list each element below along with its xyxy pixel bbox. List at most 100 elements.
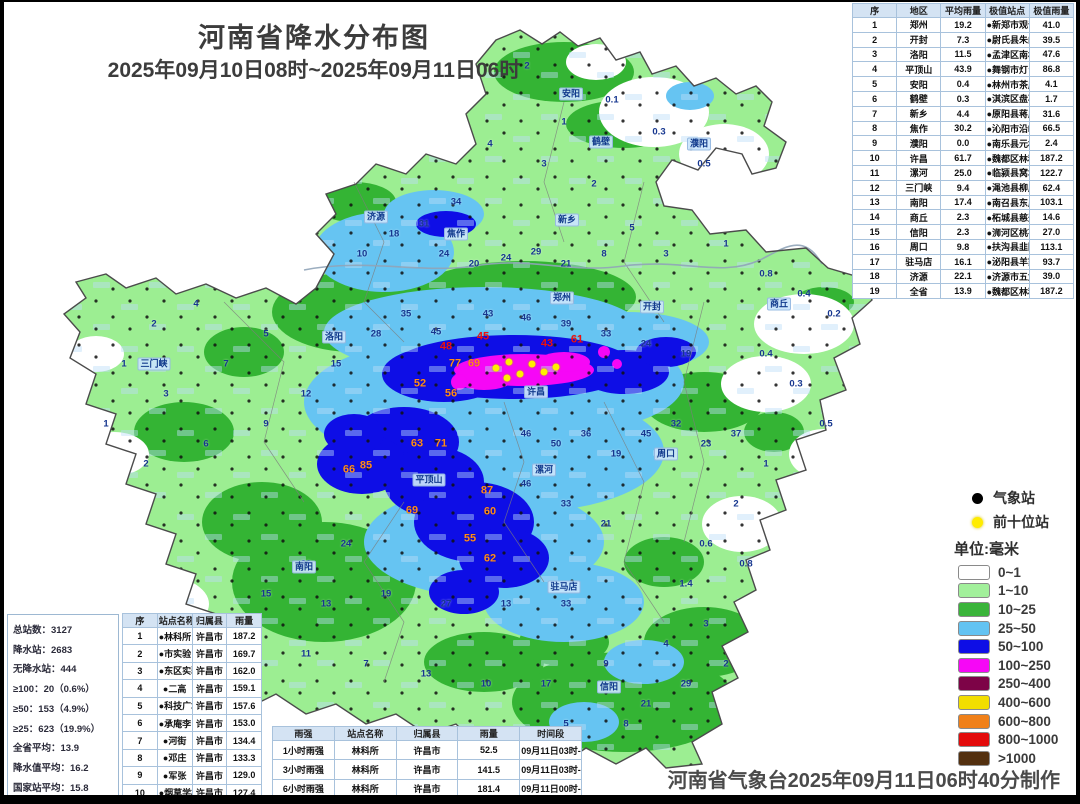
station-rainfall-value: 63 <box>410 437 424 450</box>
table-cell: 8 <box>122 748 158 768</box>
legend-bin-label: 600~800 <box>998 713 1051 729</box>
table-cell: 18 <box>851 268 898 285</box>
table-cell: ●承庵李 <box>156 713 193 733</box>
legend-bin: 250~400 <box>950 675 1076 694</box>
table-cell: 17.4 <box>940 194 986 211</box>
station-rainfall-value: 2 <box>591 178 597 190</box>
table-cell: ●烟草学校 <box>156 783 193 795</box>
table-cell: 5 <box>851 76 898 92</box>
column-header: 时间段 <box>519 726 582 741</box>
table-row: 4 ●二高 许昌市 159.1 <box>122 679 262 698</box>
legend-bin-label: 50~100 <box>998 639 1044 655</box>
station-rainfall-value: 31 <box>418 218 430 230</box>
station-rainfall-value: 43 <box>482 308 494 320</box>
city-label: 洛阳 <box>321 330 347 344</box>
station-rainfall-value: 7 <box>223 358 229 370</box>
city-label: 周口 <box>653 447 679 461</box>
table-cell: 157.6 <box>226 696 262 715</box>
station-rainfall-value: 39 <box>560 318 572 330</box>
table-cell: 14 <box>851 209 898 226</box>
table-cell: ●泌阳县羊家场 <box>984 253 1030 270</box>
column-header: 序 <box>122 613 158 628</box>
table-cell: 153.0 <box>226 713 262 733</box>
station-rainfall-value: 2 <box>143 458 149 470</box>
legend-bin-label: >1000 <box>998 750 1036 766</box>
table-cell: 2 <box>122 644 158 663</box>
station-rainfall-value: 48 <box>439 340 453 353</box>
station-rainfall-value: 0.4 <box>759 348 773 360</box>
station-rainfall-value: 0.1 <box>605 94 619 106</box>
table-cell: 17 <box>851 253 898 270</box>
station-rainfall-value: 32 <box>670 418 682 430</box>
station-rainfall-value: 33 <box>560 498 572 510</box>
station-rainfall-value: 13 <box>420 668 432 680</box>
table-cell: 全省 <box>896 283 942 300</box>
station-rainfall-value: 66 <box>342 463 356 476</box>
station-rainfall-value: 0.4 <box>797 288 811 300</box>
table-cell: 86.8 <box>1028 61 1075 78</box>
station-rainfall-value: 21 <box>600 518 612 530</box>
table-row: 1 ●林科所 许昌市 187.2 <box>122 626 262 646</box>
station-rainfall-value: 0.3 <box>652 126 666 138</box>
table-cell: 2 <box>851 31 898 48</box>
station-rainfall-value: 5 <box>563 718 569 730</box>
table-cell: 5 <box>122 696 158 715</box>
station-rainfall-value: 45 <box>640 428 652 440</box>
henan-precipitation-map <box>62 29 873 769</box>
table-cell: 郑州 <box>896 17 942 33</box>
table-cell: 162.0 <box>226 661 262 681</box>
station-rainfall-value: 1 <box>103 418 109 430</box>
column-header: 平均雨量 <box>940 3 986 18</box>
table-cell: 许昌 <box>896 150 942 166</box>
table-cell: 三门峡 <box>896 179 942 196</box>
table-cell: 19 <box>851 283 898 300</box>
stat-line: 降水站：2683 <box>13 644 73 656</box>
station-rainfall-value: 2 <box>524 60 530 72</box>
city-label: 济源 <box>363 210 389 224</box>
table-cell: ●渑池县柳庄 <box>984 179 1030 196</box>
station-rainfall-value: 19 <box>380 588 392 600</box>
station-rainfall-value: 1 <box>121 358 127 370</box>
table-cell: ●市实验 <box>156 644 193 663</box>
table-cell: 9.8 <box>940 238 986 255</box>
city-label: 三门峡 <box>137 357 171 371</box>
table-cell: 2.3 <box>940 209 986 226</box>
legend-unit-label: 单位:毫米 <box>954 541 1019 558</box>
table-cell: 9.4 <box>940 179 986 196</box>
rain-intensity-table: 雨强站点名称归属县雨量时间段1小时雨强林科所许昌市52.509月11日03时-0… <box>272 726 582 795</box>
top10-station-dot-icon <box>540 368 548 376</box>
city-label: 开封 <box>639 300 665 314</box>
station-rainfall-value: 19 <box>680 348 692 360</box>
table-cell: 187.2 <box>226 626 262 646</box>
table-cell: 平顶山 <box>896 61 942 78</box>
top10-station-table: 序站点名称 归属县 雨量 1 ●林科所 许昌市 187.2 2 ●市实验 许昌市 169.7 3 ●东区… <box>122 613 262 795</box>
table-cell: 许昌市 <box>191 661 228 681</box>
station-rainfall-value: 28 <box>370 328 382 340</box>
station-rainfall-value: 33 <box>600 328 612 340</box>
station-rainfall-value: 4 <box>663 638 669 650</box>
station-rainfall-value: 56 <box>444 387 458 400</box>
station-rainfall-value: 8 <box>623 718 629 730</box>
station-rainfall-value: 0.3 <box>789 378 803 390</box>
table-cell: 187.2 <box>1028 150 1075 166</box>
city-label: 南阳 <box>291 560 317 574</box>
top10-station-label: 前十位站 <box>993 514 1049 530</box>
station-rainfall-value: 19 <box>610 448 622 460</box>
station-rainfall-value: 46 <box>520 478 532 490</box>
table-cell: 许昌市 <box>395 759 459 780</box>
table-cell: 6 <box>851 90 898 107</box>
station-rainfall-value: 69 <box>467 357 481 370</box>
station-rainfall-value: 62 <box>483 552 497 565</box>
table-header-row: 序站点名称 归属县 雨量 <box>122 613 262 628</box>
legend-swatch <box>958 601 990 617</box>
station-rainfall-value: 29 <box>680 678 692 690</box>
table-cell: 103.1 <box>1028 194 1075 211</box>
